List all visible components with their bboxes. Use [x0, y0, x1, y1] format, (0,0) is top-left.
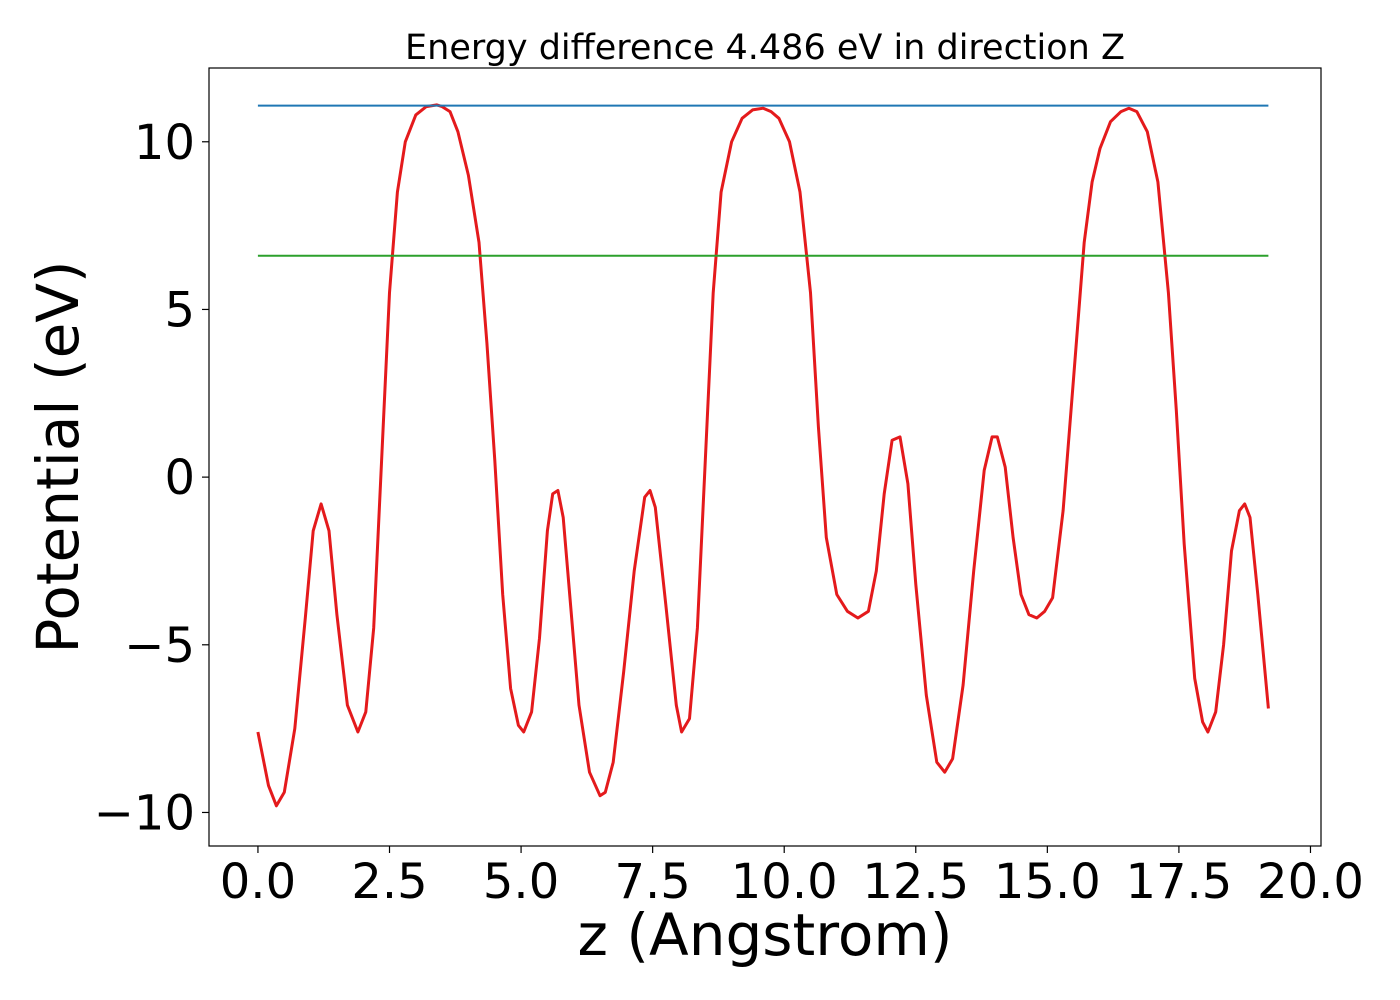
- y-tick-label: 10: [134, 115, 195, 171]
- series-line-potential: [256, 103, 1270, 808]
- x-tick-label: 7.5: [614, 854, 690, 910]
- x-tick-label: 5.0: [483, 854, 559, 910]
- y-tick-label: −5: [124, 618, 195, 674]
- x-tick-label: 15.0: [994, 854, 1101, 910]
- x-tick-label: 20.0: [1257, 854, 1364, 910]
- x-tick-label: 10.0: [731, 854, 838, 910]
- plot-area: [208, 67, 1322, 847]
- chart-title: Energy difference 4.486 eV in direction …: [405, 28, 1125, 68]
- x-axis-label: z (Angstrom): [578, 901, 953, 969]
- y-tick-label: 5: [164, 282, 195, 338]
- y-tick-label: 0: [164, 450, 195, 506]
- x-tick-label: 17.5: [1125, 854, 1232, 910]
- x-tick-label: 2.5: [351, 854, 427, 910]
- x-tick-label: 12.5: [862, 854, 969, 910]
- x-tick-label: 0.0: [220, 854, 296, 910]
- y-tick-label: −10: [94, 785, 195, 841]
- y-axis-label: Potential (eV): [24, 260, 92, 653]
